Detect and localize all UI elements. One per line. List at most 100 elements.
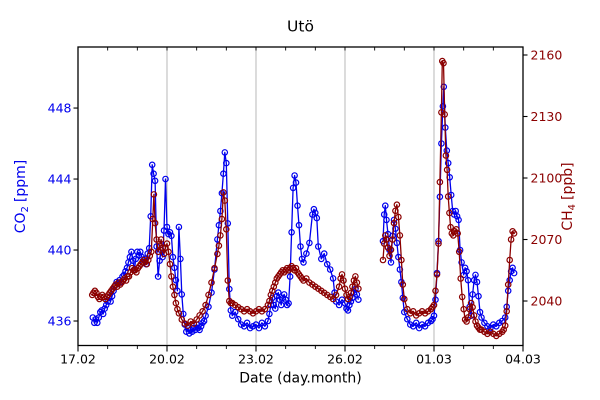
co2-marker <box>150 170 157 178</box>
co2-marker <box>163 223 171 231</box>
ch4-marker <box>441 111 449 118</box>
ch4-marker <box>171 291 178 299</box>
ch4-marker <box>223 226 230 233</box>
co2-marker <box>271 305 279 312</box>
ch4-marker <box>338 271 346 278</box>
x-tick-label: 04.03 <box>505 352 541 367</box>
ch4-marker <box>447 223 454 231</box>
ch4-marker <box>379 256 387 264</box>
ch4-marker <box>403 305 411 313</box>
co2-marker <box>102 301 110 309</box>
ch4-marker <box>146 252 154 260</box>
ch4-marker <box>335 283 343 291</box>
co2-marker <box>154 273 162 280</box>
co2-series-markers <box>89 83 518 337</box>
co2-marker <box>355 296 362 304</box>
co2-marker <box>202 312 209 320</box>
co2-marker <box>148 161 156 169</box>
ch4-marker <box>470 312 478 319</box>
co2-marker <box>283 301 291 309</box>
ch4-marker <box>396 232 404 239</box>
ch4-marker <box>433 271 441 278</box>
ch4-marker <box>332 291 340 299</box>
co2-marker <box>199 319 206 327</box>
ch4-marker <box>390 219 398 227</box>
ch4-marker <box>436 178 444 186</box>
co2-marker <box>399 294 407 302</box>
co2-marker <box>306 239 313 247</box>
co2-marker <box>159 253 166 261</box>
co2-marker <box>174 287 181 295</box>
co2-marker <box>464 276 472 284</box>
ch4-marker <box>454 230 462 237</box>
ch4-marker <box>266 297 273 305</box>
co2-marker <box>430 312 438 320</box>
ch4-marker <box>400 295 408 303</box>
ch4-axis-label: CH4[ppb] <box>560 162 578 230</box>
co2-marker <box>329 275 337 282</box>
ch4-marker <box>393 201 401 209</box>
x-tick-label: 26.02 <box>327 352 363 367</box>
ch4-marker <box>166 260 174 268</box>
co2-marker <box>289 184 297 192</box>
ch4-marker <box>165 248 172 256</box>
ch4-tick-label: 2070 <box>531 232 563 247</box>
ch4-marker <box>409 307 417 315</box>
co2-marker <box>292 179 300 186</box>
ch4-marker <box>440 59 447 67</box>
co2-marker <box>243 319 251 327</box>
ch4-marker <box>446 209 453 217</box>
ch4-marker <box>168 273 175 280</box>
ch4-marker <box>507 236 515 243</box>
co2-marker <box>458 259 465 266</box>
ch4-marker <box>154 248 162 256</box>
data-series <box>88 57 518 340</box>
ch4-marker <box>435 240 442 247</box>
ch4-marker <box>387 246 395 254</box>
ch4-marker <box>292 264 300 272</box>
co2-marker <box>455 216 462 224</box>
co2-marker <box>261 322 269 330</box>
ch4-series-markers <box>88 57 518 340</box>
co2-marker <box>300 259 307 266</box>
ch4-marker <box>438 109 445 116</box>
co2-marker <box>91 319 98 327</box>
ch4-marker <box>221 197 229 204</box>
plot-frame <box>77 46 524 347</box>
ch4-marker <box>148 248 155 256</box>
right-y-tick-labels: 2040 2070 2100 2130 2160 <box>531 47 563 308</box>
ch4-marker <box>261 305 269 313</box>
ch4-marker <box>472 318 479 325</box>
ch4-marker <box>501 322 509 329</box>
co2-marker <box>264 317 272 325</box>
ch4-marker <box>346 293 353 301</box>
co2-marker <box>134 248 141 256</box>
left-y-tick-labels: 436 440 444 448 <box>48 100 72 328</box>
co2-marker <box>169 253 177 261</box>
co2-marker <box>196 326 203 334</box>
ch4-tick-label: 2130 <box>531 109 563 124</box>
co2-marker <box>439 103 447 110</box>
ch4-tick-label: 2040 <box>531 293 563 308</box>
co2-marker <box>162 175 169 183</box>
ch4-marker <box>153 236 160 243</box>
co2-marker <box>177 255 184 263</box>
x-tick-label: 01.03 <box>416 352 452 367</box>
co2-marker <box>317 255 325 263</box>
co2-marker <box>320 250 328 257</box>
ch4-marker <box>341 285 349 293</box>
co2-marker <box>255 324 263 332</box>
ch4-marker <box>224 277 232 284</box>
x-axis-label: Date (day.month) <box>239 371 361 387</box>
co2-marker <box>197 322 205 330</box>
ch4-marker <box>218 215 226 223</box>
chart-title: Utö <box>287 18 314 36</box>
ch4-marker <box>175 309 183 317</box>
ch4-marker <box>398 256 405 264</box>
ch4-marker <box>452 226 460 233</box>
x-tick-labels: 17.02 20.02 23.02 26.02 01.03 04.03 <box>60 352 541 367</box>
co2-marker <box>449 207 457 215</box>
co2-marker <box>472 271 479 279</box>
